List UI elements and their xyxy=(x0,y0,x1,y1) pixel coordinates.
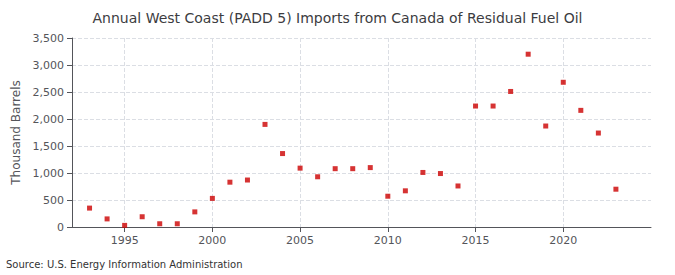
svg-text:Thousand Barrels: Thousand Barrels xyxy=(9,80,23,185)
svg-text:2010: 2010 xyxy=(374,234,402,247)
svg-text:500: 500 xyxy=(43,194,64,207)
svg-text:2015: 2015 xyxy=(462,234,490,247)
svg-text:Annual West Coast (PADD 5) Imp: Annual West Coast (PADD 5) Imports from … xyxy=(93,10,583,26)
svg-text:1995: 1995 xyxy=(111,234,139,247)
svg-text:1,500: 1,500 xyxy=(33,140,65,153)
svg-text:Source: U.S. Energy Informatio: Source: U.S. Energy Information Administ… xyxy=(6,259,243,270)
svg-text:1,000: 1,000 xyxy=(33,167,65,180)
svg-text:2,500: 2,500 xyxy=(33,86,65,99)
svg-text:2000: 2000 xyxy=(198,234,226,247)
svg-text:2005: 2005 xyxy=(286,234,314,247)
svg-text:3,000: 3,000 xyxy=(33,59,65,72)
svg-text:2020: 2020 xyxy=(549,234,577,247)
svg-text:2,000: 2,000 xyxy=(33,113,65,126)
svg-text:3,500: 3,500 xyxy=(33,32,65,45)
svg-text:0: 0 xyxy=(57,221,64,234)
